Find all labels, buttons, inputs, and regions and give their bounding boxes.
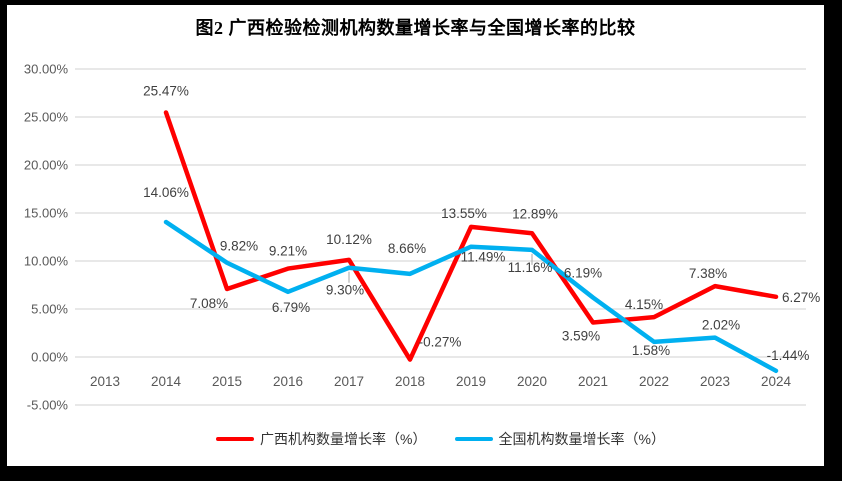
x-axis-tick-label: 2020 (517, 374, 547, 389)
y-axis-tick-label: 0.00% (31, 350, 68, 365)
y-axis-tick-label: 30.00% (24, 62, 69, 77)
data-label: 11.49% (461, 250, 506, 265)
legend-item-national: 全国机构数量增长率（%） (454, 429, 665, 449)
series-line-guangxi (163, 110, 779, 362)
data-label: 14.06% (143, 185, 189, 200)
chart-background: 图2 广西检验检测机构数量增长率与全国增长率的比较 30.00% 25.00% 20… (7, 5, 824, 466)
data-label: 6.19% (564, 266, 602, 281)
data-label: 7.38% (689, 266, 727, 281)
data-label: 9.82% (220, 239, 258, 254)
y-axis-tick-label: 25.00% (24, 110, 69, 125)
data-label: 10.12% (326, 232, 372, 247)
x-axis-tick-label: 2024 (761, 374, 792, 389)
y-axis-tick-label: 15.00% (24, 206, 69, 221)
y-axis-tick-label: 20.00% (24, 158, 69, 173)
chart-canvas: 30.00% 25.00% 20.00% 15.00% 10.00% 5.00% 0.00%… (24, 62, 820, 413)
data-label: -1.44% (767, 348, 810, 363)
x-axis-tick-label: 2016 (273, 374, 303, 389)
legend-item-guangxi: 广西机构数量增长率（%） (216, 429, 427, 449)
data-label: 9.30% (326, 283, 364, 298)
legend-swatch-national (454, 436, 493, 442)
x-axis-tick-label: 2023 (700, 374, 730, 389)
x-axis-tick-label: 2021 (578, 374, 608, 389)
x-axis-tick-label: 2014 (151, 374, 182, 389)
x-axis-tick-label: 2013 (90, 374, 120, 389)
legend: 广西机构数量增长率（%） 全国机构数量增长率（%） (75, 429, 806, 449)
data-label: 12.89% (512, 206, 558, 221)
data-label: 11.16% (508, 260, 553, 275)
y-axis-tick-label: 5.00% (31, 302, 68, 317)
x-axis-tick-label: 2015 (212, 374, 242, 389)
data-label: 4.15% (625, 297, 663, 312)
y-axis-tick-label: -5.00% (27, 398, 69, 413)
data-label: 25.47% (143, 83, 189, 98)
data-label: 8.66% (388, 241, 426, 256)
series-line-national (163, 219, 779, 374)
x-axis-tick-label: 2017 (334, 374, 364, 389)
legend-label-guangxi: 广西机构数量增长率（%） (260, 431, 427, 447)
data-label: 6.27% (782, 290, 820, 305)
y-axis-tick-label: 10.00% (24, 254, 69, 269)
data-label: -0.27% (419, 335, 462, 350)
x-axis-tick-label: 2018 (395, 374, 425, 389)
chart-title: 图2 广西检验检测机构数量增长率与全国增长率的比较 (195, 18, 636, 38)
data-label: 3.59% (562, 329, 600, 344)
data-label: 2.02% (702, 318, 740, 333)
data-label: 9.21% (269, 244, 307, 259)
legend-swatch-guangxi (216, 436, 255, 442)
data-label: 6.79% (272, 300, 310, 315)
data-label: 1.58% (632, 343, 670, 358)
data-label: 7.08% (190, 296, 228, 311)
x-axis-tick-label: 2022 (639, 374, 669, 389)
legend-label-national: 全国机构数量增长率（%） (498, 431, 665, 447)
x-axis-tick-label: 2019 (456, 374, 486, 389)
data-label: 13.55% (441, 206, 487, 221)
